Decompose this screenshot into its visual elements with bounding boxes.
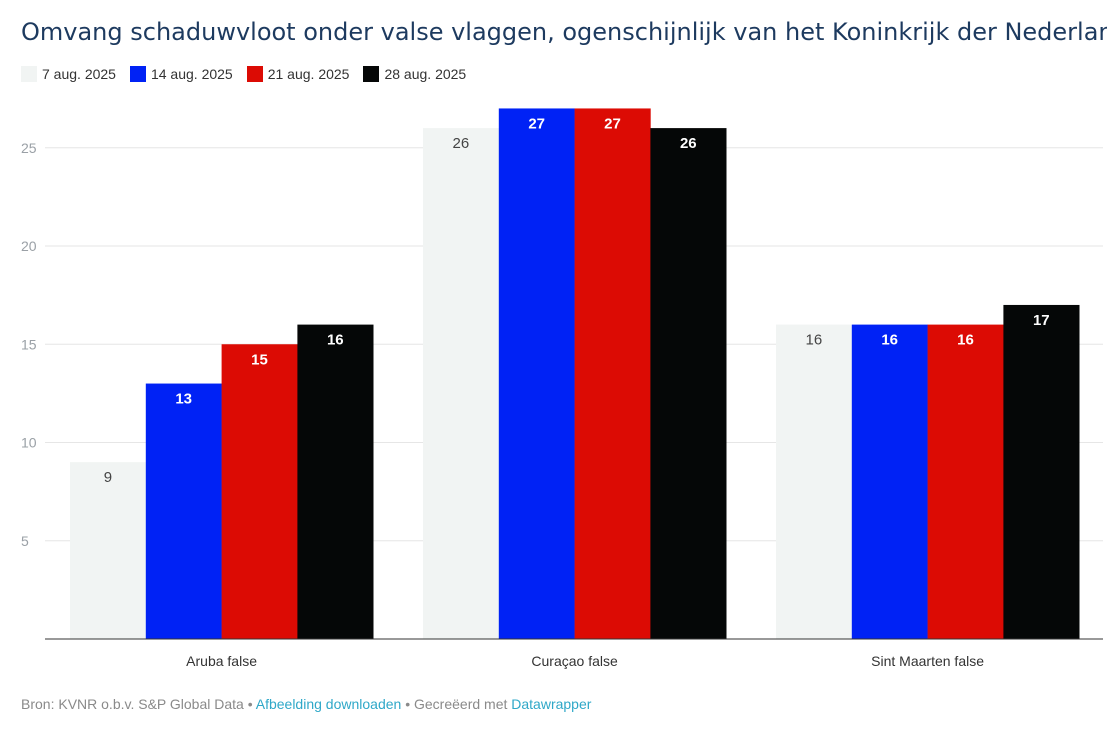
legend-item-4: 28 aug. 2025 — [363, 66, 466, 82]
x-category-label: Curaçao false — [531, 653, 618, 669]
legend-swatch — [129, 66, 146, 82]
legend-label: 21 aug. 2025 — [267, 66, 350, 82]
legend-item-1: 7 aug. 2025 — [21, 66, 116, 82]
legend-item-3: 21 aug. 2025 — [246, 66, 350, 82]
download-image-link[interactable]: Afbeelding downloaden — [255, 696, 402, 712]
legend-label: 14 aug. 2025 — [150, 66, 233, 82]
bar-value-label: 27 — [604, 115, 621, 132]
bar-value-label: 16 — [957, 332, 974, 349]
bar — [574, 108, 651, 639]
bar-chart: 5 10 15 20 25 9 13 15 16 Aruba false 26 27 27 26 Curaç… — [21, 108, 1103, 669]
bar-value-label: 16 — [327, 332, 344, 349]
bar-value-label: 9 — [104, 469, 112, 486]
y-tick-label: 5 — [21, 533, 29, 549]
bar — [650, 128, 727, 639]
x-category-label: Sint Maarten false — [871, 653, 984, 669]
bar — [423, 128, 500, 639]
x-category-label: Aruba false — [186, 653, 257, 669]
bar-value-label: 15 — [251, 351, 268, 368]
legend-label: 28 aug. 2025 — [384, 66, 467, 82]
datawrapper-link[interactable]: Datawrapper — [511, 696, 592, 712]
created-with-text: • Gecreëerd met — [401, 696, 512, 712]
y-tick-label: 20 — [21, 238, 37, 254]
bar-value-label: 26 — [453, 135, 470, 152]
legend-label: 7 aug. 2025 — [42, 66, 116, 82]
legend-item-2: 14 aug. 2025 — [129, 66, 233, 82]
y-tick-label: 25 — [21, 140, 37, 156]
bar-value-label: 16 — [806, 332, 823, 349]
bar — [70, 462, 147, 639]
legend-swatch — [246, 66, 263, 82]
bar-value-label: 27 — [528, 115, 545, 132]
bar-value-label: 17 — [1033, 312, 1050, 329]
y-tick-label: 15 — [21, 336, 37, 352]
bar — [927, 324, 1004, 639]
legend-swatch — [363, 66, 380, 82]
bar — [221, 344, 298, 639]
source-text: Bron: KVNR o.b.v. S&P Global Data — [21, 696, 244, 712]
bar-value-label: 13 — [175, 391, 192, 408]
y-tick-label: 10 — [21, 435, 37, 451]
bar — [297, 324, 374, 639]
bar — [498, 108, 575, 639]
bar-value-label: 16 — [881, 332, 898, 349]
separator: • — [243, 696, 256, 712]
bar — [1003, 304, 1080, 639]
bar-value-label: 26 — [680, 135, 697, 152]
legend-swatch — [21, 66, 37, 82]
chart-footer: Bron: KVNR o.b.v. S&P Global Data • Afbe… — [21, 696, 591, 712]
chart-legend: 7 aug. 2025 14 aug. 2025 21 aug. 2025 28 au… — [21, 66, 480, 82]
bar — [776, 324, 853, 639]
bar — [851, 324, 928, 639]
chart-title: Omvang schaduwvloot onder valse vlaggen,… — [21, 18, 1107, 46]
bar — [145, 383, 222, 639]
